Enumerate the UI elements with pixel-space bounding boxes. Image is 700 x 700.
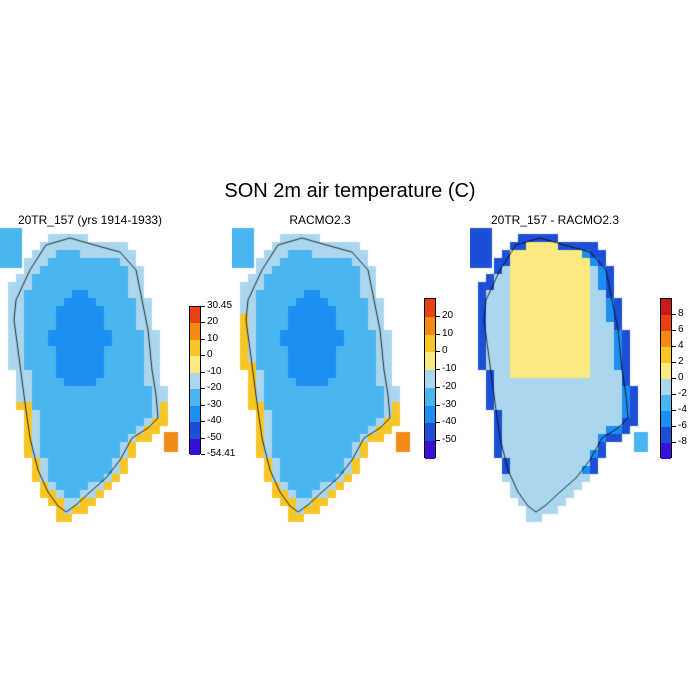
colorbar-tick xyxy=(201,322,205,324)
colorbar-tick xyxy=(436,315,440,317)
panel-3-title: 20TR_157 - RACMO2.3 xyxy=(490,213,620,227)
colorbar-tick xyxy=(672,426,676,427)
panel-1-title: 20TR_157 (yrs 1914-1933) xyxy=(17,213,163,227)
colorbar-label: 0 xyxy=(678,372,684,383)
colorbar-tick xyxy=(201,338,205,340)
map-panel-1 xyxy=(0,226,180,526)
colorbar-segment xyxy=(425,387,435,406)
map-panel-2 xyxy=(232,226,412,526)
colorbar-tick xyxy=(436,386,440,388)
colorbar-segment xyxy=(661,443,671,459)
colorbar-segment xyxy=(190,372,200,390)
colorbar-label: -54.41 xyxy=(207,448,236,459)
colorbar-segment xyxy=(190,307,200,324)
colorbar-label: -4 xyxy=(678,404,687,415)
colorbar-label: 20 xyxy=(442,309,454,321)
colorbar-label: -50 xyxy=(207,431,222,443)
colorbar-segment xyxy=(190,389,200,406)
colorbar-segment xyxy=(425,370,435,388)
colorbar-box xyxy=(660,298,672,459)
colorbar-box xyxy=(424,298,436,459)
colorbar-tick xyxy=(201,355,205,357)
colorbar-panel-2: -50 -40 -30 -20 -10 0 10 20 xyxy=(424,298,484,459)
colorbar-segment xyxy=(425,423,435,442)
colorbar-segment xyxy=(661,347,671,363)
colorbar-tick xyxy=(436,440,440,442)
colorbar-segment xyxy=(190,405,200,423)
colorbar-tick xyxy=(672,410,676,411)
colorbar-tick xyxy=(436,351,440,353)
colorbar-label: 4 xyxy=(678,340,684,351)
colorbar-tick xyxy=(436,369,440,371)
colorbar-segment xyxy=(425,334,435,353)
colorbar-tick xyxy=(672,394,676,395)
colorbar-label: 20 xyxy=(207,316,219,328)
colorbar-segment xyxy=(661,363,671,379)
colorbar-tick xyxy=(201,437,205,439)
colorbar-segment xyxy=(190,422,200,439)
colorbar-label: 0 xyxy=(442,345,448,357)
colorbar-label: -40 xyxy=(442,416,457,428)
colorbar-label: -10 xyxy=(442,363,457,375)
colorbar-label: 2 xyxy=(678,356,684,367)
colorbar-tick xyxy=(201,454,205,455)
colorbar-tick xyxy=(672,346,676,347)
colorbar-label: -50 xyxy=(442,434,457,446)
colorbar-tick xyxy=(436,333,440,335)
colorbar-segment xyxy=(425,299,435,317)
colorbar-label: -30 xyxy=(442,398,457,410)
colorbar-segment xyxy=(190,339,200,357)
colorbar-label: 0 xyxy=(207,349,213,361)
colorbar-segment xyxy=(661,315,671,331)
colorbar-panel-3: -8 -6 -4 -2 0 2 4 6 8 xyxy=(660,298,700,459)
colorbar-segment xyxy=(661,379,671,395)
main-title: SON 2m air temperature (C) xyxy=(224,180,476,202)
colorbar-segment xyxy=(661,395,671,411)
colorbar-segment xyxy=(190,438,200,455)
colorbar-segment xyxy=(425,441,435,459)
colorbar-segment xyxy=(425,352,435,371)
colorbar-label: 30.45 xyxy=(207,300,233,311)
colorbar-segment xyxy=(425,316,435,335)
colorbar-tick xyxy=(672,314,676,315)
colorbar-tick xyxy=(672,442,676,443)
colorbar-label: 10 xyxy=(207,332,219,344)
colorbar-segment xyxy=(190,323,200,340)
colorbar-tick xyxy=(201,371,205,373)
colorbar-segment xyxy=(661,427,671,443)
colorbar-tick xyxy=(436,422,440,424)
colorbar-segment xyxy=(425,405,435,424)
colorbar-label: -10 xyxy=(207,365,222,377)
colorbar-label: 6 xyxy=(678,324,684,335)
colorbar-label: -20 xyxy=(442,380,457,392)
colorbar-tick xyxy=(672,330,676,331)
colorbar-tick xyxy=(201,421,205,423)
colorbar-label: -6 xyxy=(678,420,687,431)
colorbar-segment xyxy=(661,299,671,315)
colorbar-label: -20 xyxy=(207,382,222,394)
colorbar-box xyxy=(189,306,201,455)
colorbar-label: 10 xyxy=(442,327,454,339)
colorbar-segment xyxy=(661,411,671,427)
colorbar-panel-1: -54.41 -50 -40 -30 -20 -10 0 10 20 30.45 xyxy=(189,301,249,459)
colorbar-label: -40 xyxy=(207,415,222,427)
colorbar-tick xyxy=(201,388,205,390)
map-panel-3 xyxy=(470,226,650,526)
colorbar-tick xyxy=(201,306,205,307)
colorbar-tick xyxy=(436,404,440,406)
colorbar-label: -8 xyxy=(678,436,687,447)
colorbar-label: -2 xyxy=(678,388,687,399)
panel-2-title: RACMO2.3 xyxy=(289,213,351,227)
colorbar-tick xyxy=(201,404,205,406)
colorbar-label: -30 xyxy=(207,398,222,410)
colorbar-tick xyxy=(672,378,676,379)
colorbar-segment xyxy=(661,331,671,347)
colorbar-tick xyxy=(672,362,676,363)
colorbar-segment xyxy=(190,356,200,373)
colorbar-label: 8 xyxy=(678,308,684,319)
